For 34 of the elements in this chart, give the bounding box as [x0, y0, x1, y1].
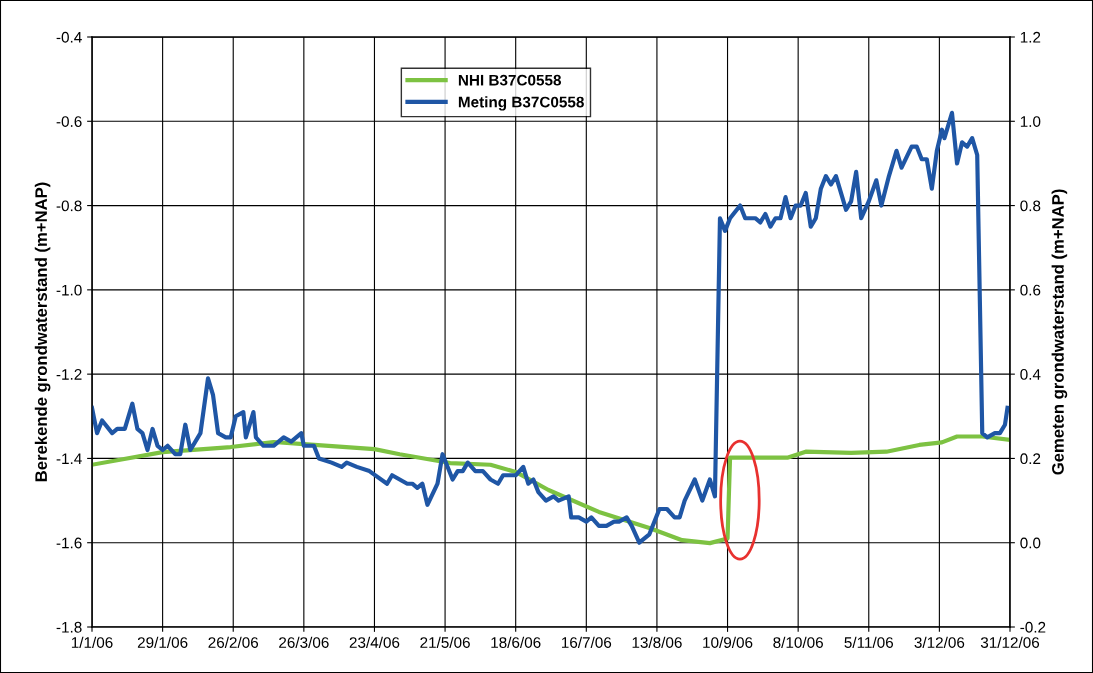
y-tick-label: -0.8	[56, 200, 82, 212]
y2-tick-label: 0.6	[1020, 284, 1041, 296]
y2-tick-label: -0.2	[1020, 621, 1046, 633]
y-tick-label: -1.4	[56, 453, 82, 464]
y2-tick-label: 0.2	[1020, 453, 1041, 465]
y-tick-label: -1.2	[56, 369, 82, 380]
legend-label: NHI B37C0558	[458, 74, 562, 86]
x-tick-label: 5/11/06	[844, 636, 894, 648]
x-tick-label: 16/7/06	[561, 636, 612, 648]
x-tick-label: 8/10/06	[773, 636, 823, 648]
x-tick-label: 29/1/06	[137, 636, 188, 648]
y2-tick-label: 0.8	[1020, 200, 1041, 212]
x-tick-label: 21/5/06	[420, 636, 470, 648]
x-tick-label: 1/1/06	[71, 636, 113, 648]
legend-label: Meting B37C0558	[458, 96, 584, 111]
x-tick-label: 13/8/06	[632, 636, 682, 648]
y2-tick-label: 1.2	[1020, 31, 1041, 43]
y-tick-label: -1.0	[56, 284, 82, 296]
y-tick-label: -1.6	[56, 537, 82, 549]
y2-tick-label: 1.0	[1020, 116, 1041, 127]
x-tick-label: 18/6/06	[491, 636, 541, 648]
y-tick-label: -1.8	[56, 621, 82, 633]
y-axis-title: Berekende grondwaterstand (m+NAP)	[34, 182, 51, 482]
x-tick-label: 26/3/06	[279, 636, 329, 648]
y2-tick-label: 0.0	[1020, 537, 1041, 549]
x-tick-label: 26/2/06	[208, 636, 259, 648]
x-tick-label: 10/9/06	[703, 636, 753, 648]
y-tick-label: -0.6	[56, 116, 82, 127]
x-tick-label: 3/12/06	[914, 636, 965, 648]
y2-axis-title: Gemeten grondwaterstand (m+NAP)	[1051, 189, 1068, 475]
x-tick-label: 31/12/06	[980, 636, 1040, 648]
x-tick-label: 23/4/06	[349, 636, 400, 648]
y-tick-label: -0.4	[56, 31, 82, 43]
y2-tick-label: 0.4	[1020, 369, 1041, 380]
